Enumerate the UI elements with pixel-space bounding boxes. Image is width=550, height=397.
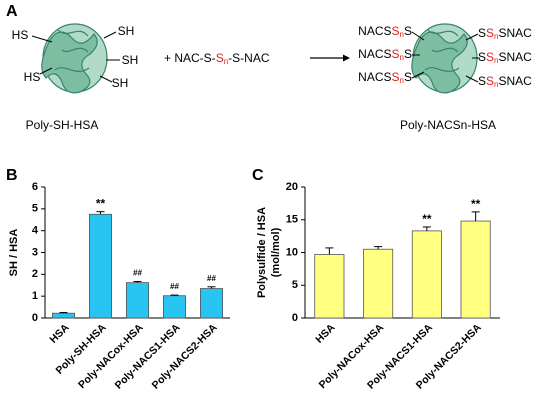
formula: SSnSNAC — [478, 74, 532, 89]
formula-part: NACS — [358, 47, 391, 61]
error-bar — [59, 312, 68, 314]
y-tick-label: 10 — [286, 246, 298, 258]
x-tick-label: Poly-NACS2-HSA — [150, 321, 220, 391]
thiol-group: SH — [112, 76, 129, 90]
panel-label: B — [6, 167, 18, 184]
formula-part: S — [478, 74, 486, 88]
x-tick-label: HSA — [313, 321, 337, 345]
formula-sulfur: S — [486, 26, 494, 40]
formula-subscript: n — [400, 53, 404, 62]
formula-subscript: n — [224, 57, 228, 66]
y-tick-label: 0 — [32, 312, 38, 324]
y-tick-label: 0 — [292, 312, 298, 324]
significance: ** — [422, 212, 432, 226]
formula-part: S — [404, 70, 412, 84]
formula-part: S — [404, 24, 412, 38]
y-tick-label: 5 — [32, 203, 38, 215]
significance: ** — [96, 197, 106, 211]
bar — [411, 230, 442, 319]
formula-part: S — [478, 50, 486, 64]
panel-label: A — [6, 3, 18, 20]
bar — [52, 312, 76, 319]
formula-part: + NAC-S- — [164, 51, 216, 65]
error-bar — [325, 247, 334, 255]
bar — [363, 248, 394, 319]
y-tick-label: 2 — [32, 268, 38, 280]
y-axis-label: Polysulfide / HSA — [256, 207, 268, 298]
formula-subscript: n — [400, 30, 404, 39]
formula: NACSSnS — [358, 47, 412, 62]
formula: SSnSNAC — [478, 50, 532, 65]
y-tick-label: 20 — [286, 181, 298, 193]
bar — [126, 282, 150, 319]
significance: ** — [471, 197, 481, 211]
error-bar — [207, 286, 216, 289]
significance: ## — [170, 282, 179, 291]
formula: SSnSNAC — [478, 26, 532, 41]
bar — [199, 288, 223, 319]
significance: ## — [207, 274, 216, 283]
protein-right — [411, 23, 478, 94]
formula-part: S — [478, 26, 486, 40]
thiol-group: SH — [122, 53, 139, 67]
left-name: Poly-SH-HSA — [26, 118, 99, 132]
formula: NACSSnS — [358, 24, 412, 39]
bar — [89, 213, 113, 319]
y-tick-label: 1 — [32, 290, 38, 302]
formula-part: NACS — [358, 70, 391, 84]
thiol-group: HS — [24, 70, 41, 84]
formula-sulfur: S — [486, 74, 494, 88]
formula-part: -S-NAC — [228, 51, 270, 65]
y-tick-label: 5 — [292, 279, 298, 291]
protein-left — [41, 23, 108, 94]
formula-part: NACS — [358, 24, 391, 38]
y-tick-label: 3 — [32, 246, 38, 258]
bar — [460, 220, 491, 319]
bar — [162, 295, 186, 319]
error-bar — [374, 246, 383, 250]
right-name: Poly-NACSn-HSA — [400, 118, 496, 132]
panel-label: C — [252, 167, 264, 184]
formula-sulfur: S — [486, 50, 494, 64]
y-tick-label: 6 — [32, 181, 38, 193]
error-bar — [422, 226, 431, 231]
formula-part: SNAC — [498, 50, 532, 64]
x-tick-label: Poly-NACS1-HSA — [113, 321, 183, 391]
y-tick-label: 4 — [32, 225, 39, 237]
thiol-group: SH — [118, 24, 135, 38]
bonds — [31, 31, 480, 83]
y-axis-label: (mol/mol) — [270, 227, 282, 277]
formula-sulfur: S — [392, 24, 400, 38]
formula-sulfur: S — [392, 70, 400, 84]
formula-subscript: n — [494, 80, 498, 89]
formula-subscript: n — [494, 56, 498, 65]
formula-part: SNAC — [498, 26, 532, 40]
formula: NACSSnS — [358, 70, 412, 85]
reaction-arrow — [310, 54, 350, 62]
x-tick-label: Poly-NACox-HSA — [76, 321, 146, 391]
error-bar — [96, 211, 105, 215]
formula-sulfur: S — [216, 51, 224, 65]
thiol-group: HS — [12, 28, 29, 42]
formula-subscript: n — [400, 76, 404, 85]
y-tick-label: 15 — [286, 214, 298, 226]
formula-part: SNAC — [498, 74, 532, 88]
bar — [314, 254, 345, 319]
formula-subscript: n — [494, 32, 498, 41]
x-tick-label: HSA — [47, 321, 71, 345]
formula-part: S — [404, 47, 412, 61]
formula: + NAC-S-Sn-S-NAC — [164, 51, 270, 66]
error-bar — [471, 211, 480, 222]
y-axis-label: SH / HSA — [8, 229, 20, 277]
error-bar — [133, 281, 142, 283]
error-bar — [170, 294, 179, 296]
significance: ## — [133, 269, 142, 278]
formula-sulfur: S — [392, 47, 400, 61]
